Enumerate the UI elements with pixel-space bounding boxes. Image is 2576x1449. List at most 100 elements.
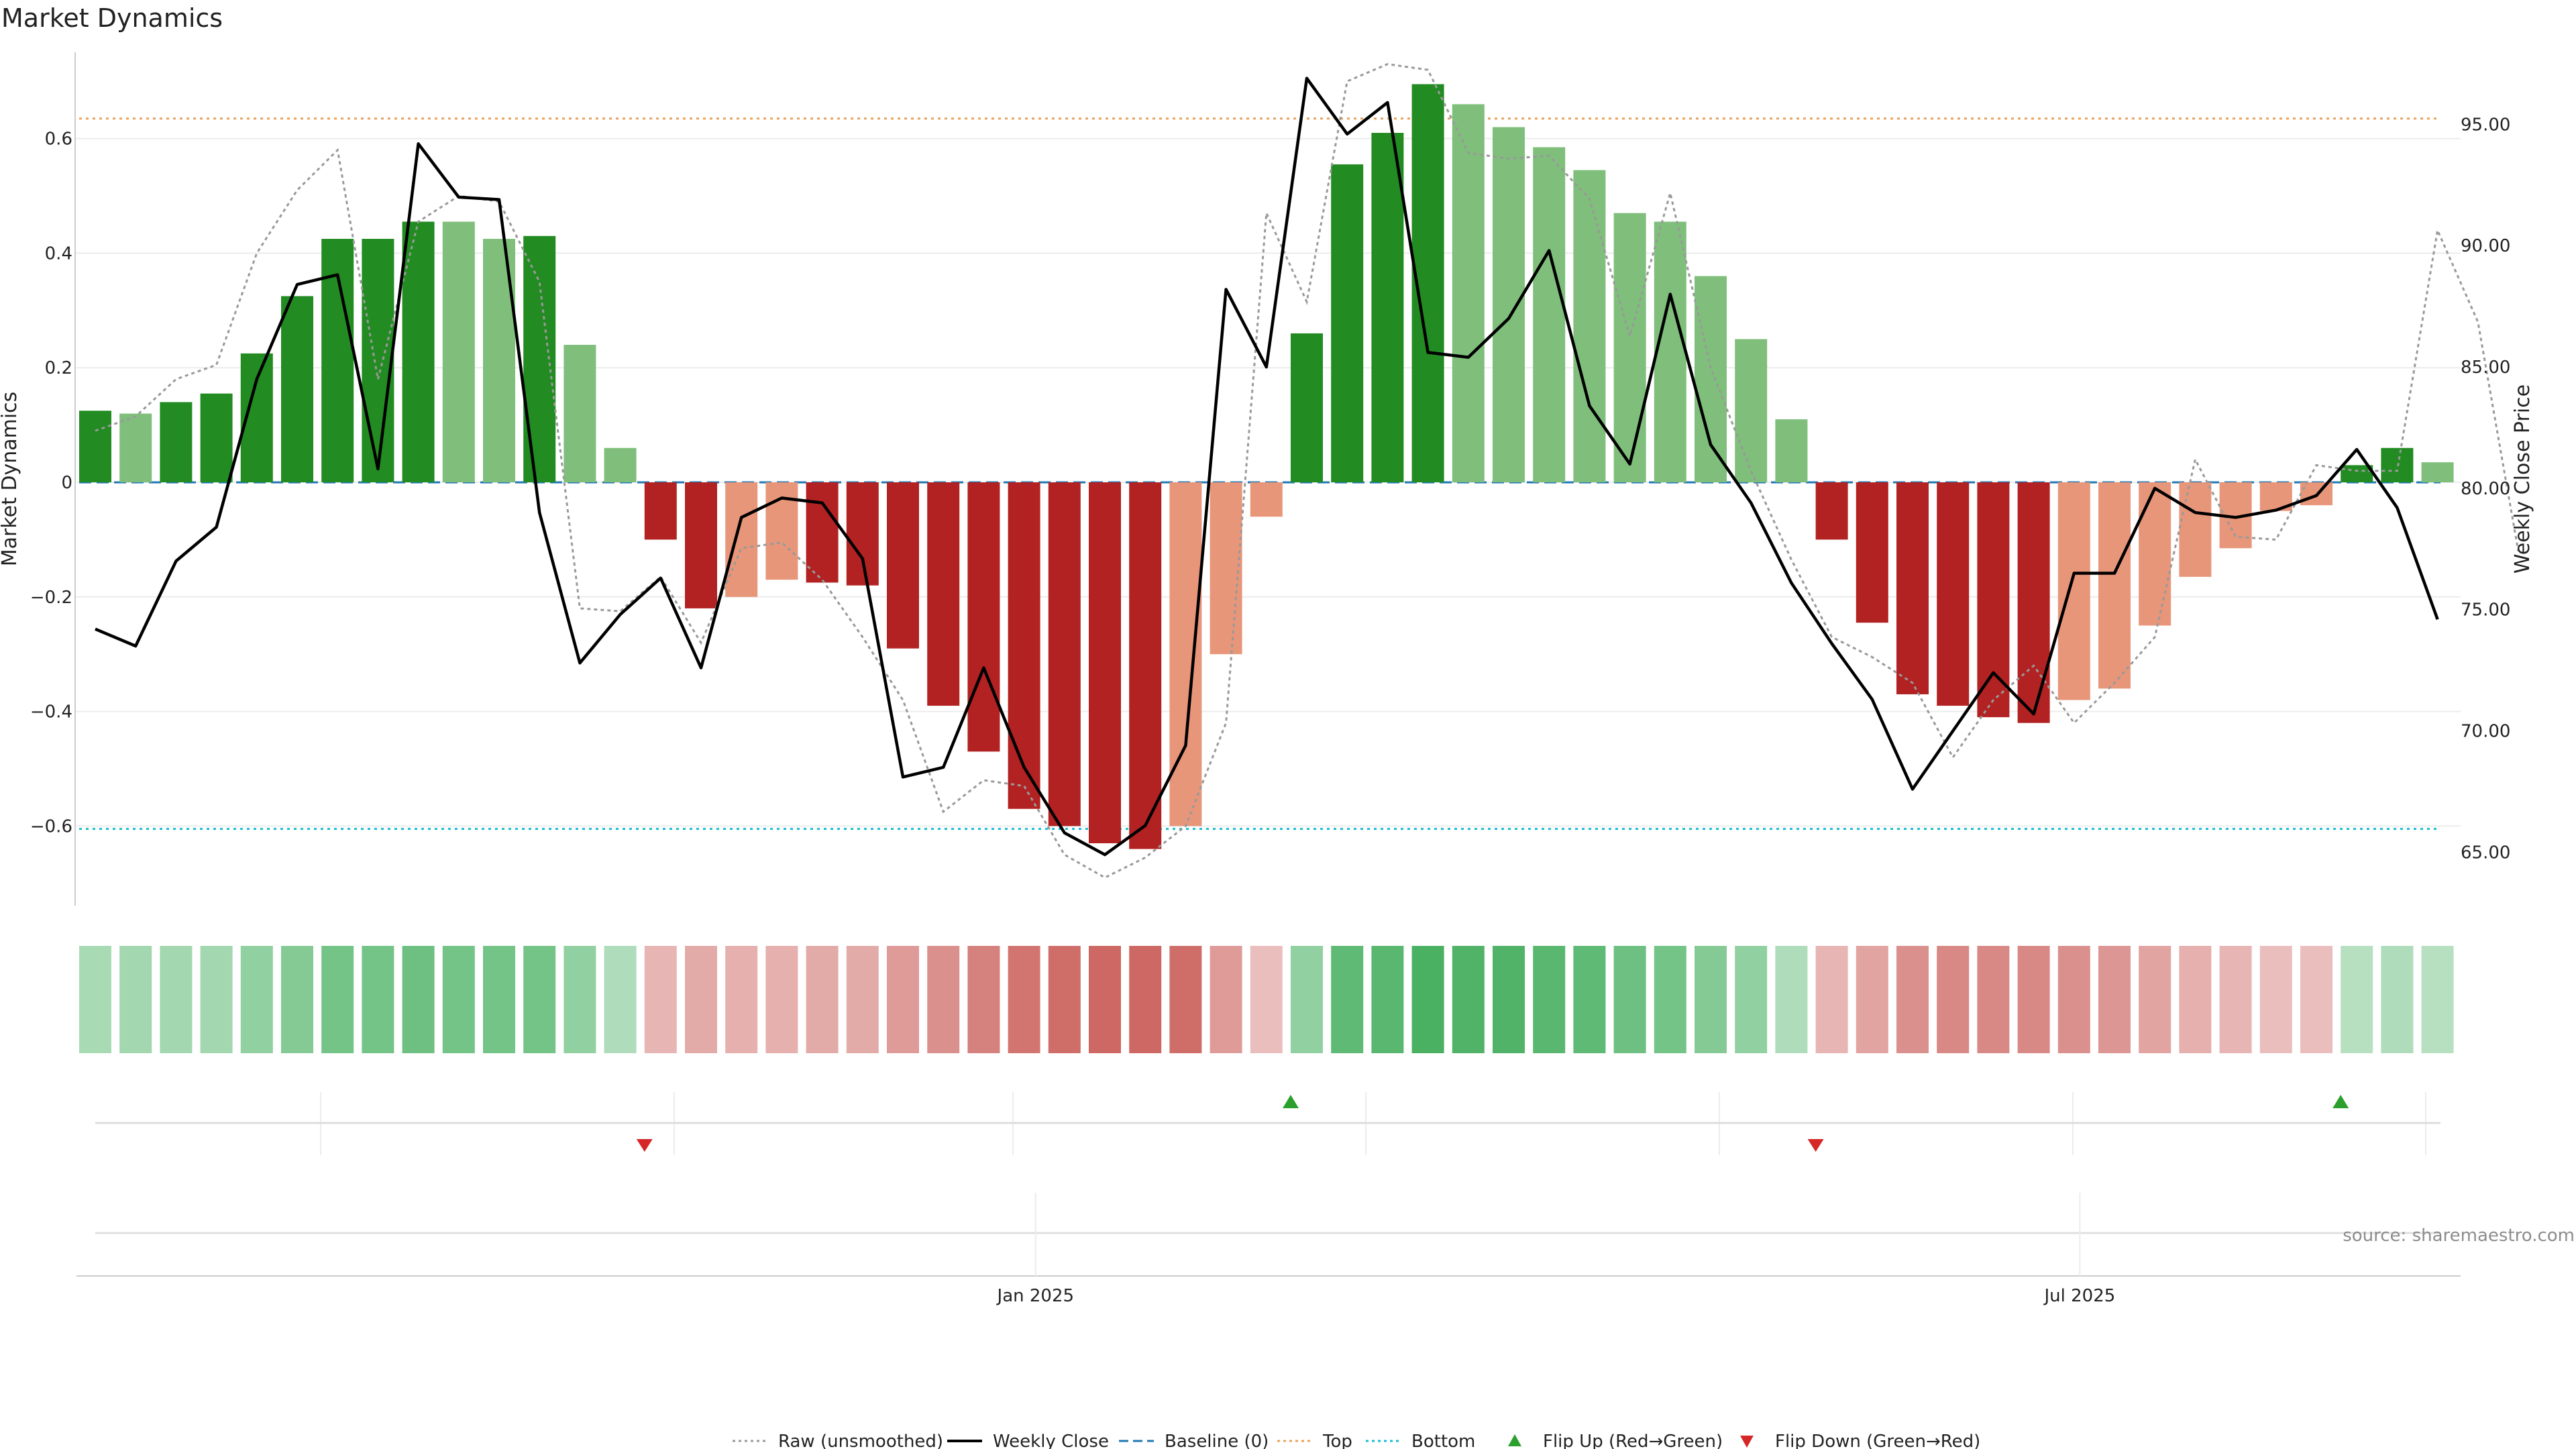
left-tick-label: 0 [61, 473, 72, 493]
dynamics-bar [1048, 482, 1081, 826]
dynamics-bar [1169, 482, 1202, 826]
dynamics-bar [1089, 482, 1121, 844]
dynamics-bar [362, 239, 394, 482]
heat-strip-cell [685, 946, 717, 1053]
heat-strip-cell [1735, 946, 1768, 1053]
dynamics-bar [1654, 221, 1686, 482]
dynamics-bar [1613, 213, 1646, 482]
heat-strip-cell [1411, 946, 1444, 1053]
heat-strip-cell [2259, 946, 2292, 1053]
dynamics-bar [1775, 419, 1808, 482]
heat-strip-cell [604, 946, 637, 1053]
legend-label: Top [1322, 1432, 1352, 1449]
heat-strip-cell [887, 946, 919, 1053]
heat-strip-cell [806, 946, 839, 1053]
dynamics-bar [887, 482, 919, 649]
heat-strip-cell [119, 946, 152, 1053]
heat-strip-cell [1371, 946, 1404, 1053]
dynamics-bar [1695, 276, 1727, 482]
dynamics-bar [523, 235, 556, 482]
heat-strip-cell [1048, 946, 1081, 1053]
left-tick-label: −0.4 [30, 702, 72, 722]
dynamics-bar [564, 345, 596, 482]
dynamics-bar [2341, 465, 2373, 482]
dynamics-bar [927, 482, 960, 706]
heat-strip-cell [1533, 946, 1566, 1053]
heat-strip-cell [2341, 946, 2373, 1053]
date-axis-panel: Jan 2025 Jul 2025 source: sharemaestro.co… [76, 1193, 2575, 1306]
heat-strip-cell [2057, 946, 2090, 1053]
flip-down-marker [636, 1139, 653, 1152]
flip-up-marker [2332, 1095, 2349, 1108]
x-axis-ticks: Jan 2025 Jul 2025 [996, 1193, 2115, 1306]
heat-strip-cell [1008, 946, 1040, 1053]
right-axis-ticks: 65.00 70.00 75.00 80.00 85.00 90.00 95.00 [2461, 115, 2510, 863]
weekly-close-line [95, 76, 2439, 857]
dynamics-bar [2017, 482, 2050, 723]
heat-strip-cell [1573, 946, 1606, 1053]
dynamics-bar [725, 482, 758, 597]
heat-strip-cell [1452, 946, 1485, 1053]
dynamics-bar [604, 447, 637, 482]
right-tick-label: 85.00 [2461, 358, 2510, 378]
dynamics-bar [1815, 482, 1848, 540]
heat-strip-cell [2381, 946, 2414, 1053]
dynamics-bar [1493, 127, 1525, 482]
dynamics-bar [846, 482, 879, 586]
dynamics-bar [1735, 339, 1768, 482]
heat-strip-cell [160, 946, 193, 1053]
flip-down-marker [1807, 1139, 1824, 1152]
dynamics-bar [967, 482, 1000, 752]
heat-strip-cell [1129, 946, 1162, 1053]
heat-strip-cell [2017, 946, 2050, 1053]
heat-strip-cell [2179, 946, 2212, 1053]
legend-label: Flip Down (Green→Red) [1775, 1432, 1980, 1449]
heat-strip-cell [1210, 946, 1242, 1053]
heat-strip-cell [2300, 946, 2332, 1053]
flip-markers [636, 1095, 2349, 1152]
right-tick-label: 80.00 [2461, 479, 2510, 499]
market-dynamics-bars [79, 84, 2454, 849]
heat-strip-cell [1937, 946, 1970, 1053]
heat-strip-cell [442, 946, 475, 1053]
dynamics-bar [2421, 462, 2454, 482]
dynamics-bar [685, 482, 717, 608]
heat-strip-cell [402, 946, 435, 1053]
left-tick-label: 0.2 [45, 358, 72, 378]
flip-events-panel [95, 1092, 2440, 1155]
heat-strip-cell [79, 946, 111, 1053]
heat-strip-cell [846, 946, 879, 1053]
legend-swatch [1740, 1436, 1754, 1448]
heat-strip-cell [1291, 946, 1323, 1053]
heat-strip-cell [1493, 946, 1525, 1053]
dynamics-bar [1937, 482, 1970, 706]
heat-strip-cell [2139, 946, 2171, 1053]
left-axis-ticks: −0.6 −0.4 −0.2 0 0.2 0.4 0.6 [30, 129, 72, 837]
right-axis-label: Weekly Close Price [2511, 384, 2534, 574]
heat-strip-cell [523, 946, 556, 1053]
right-tick-label: 90.00 [2461, 236, 2510, 256]
dynamics-bar [281, 296, 313, 482]
heat-strip-cell [362, 946, 394, 1053]
dynamics-bar [1291, 333, 1323, 482]
dynamics-bar [1896, 482, 1929, 694]
dynamics-bar [1331, 164, 1364, 482]
dynamics-bar [1533, 147, 1566, 482]
legend-label: Baseline (0) [1165, 1432, 1269, 1449]
right-tick-label: 65.00 [2461, 843, 2510, 863]
dynamics-bar [1573, 170, 1606, 482]
heat-strip-cell [967, 946, 1000, 1053]
dynamics-bar [442, 221, 475, 482]
heat-strip-cell [1250, 946, 1283, 1053]
heat-strip-cell [1613, 946, 1646, 1053]
heat-strip-cell [1089, 946, 1121, 1053]
dynamics-bar [2057, 482, 2090, 700]
legend-label: Bottom [1411, 1432, 1475, 1449]
heat-strip-cell [240, 946, 273, 1053]
x-tick-label: Jan 2025 [996, 1286, 1075, 1306]
dynamics-bar [2098, 482, 2131, 689]
heat-strip-cell [2219, 946, 2252, 1053]
source-note: source: sharemaestro.com [2343, 1226, 2575, 1246]
right-tick-label: 70.00 [2461, 722, 2510, 742]
